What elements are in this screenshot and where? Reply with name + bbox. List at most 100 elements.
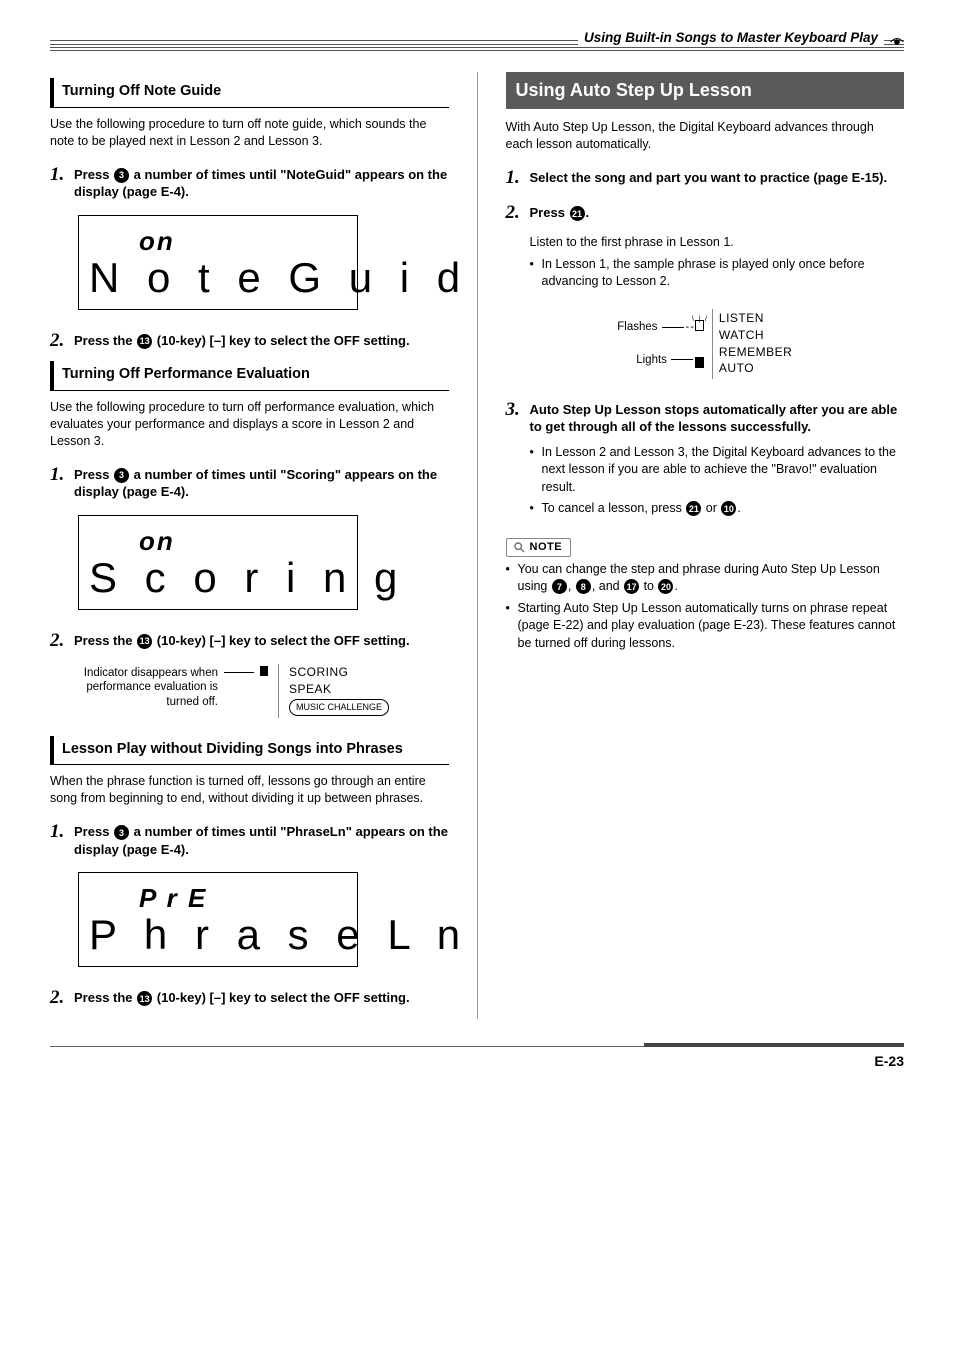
step-body: Press the 13 (10-key) [–] key to select … [74,328,449,354]
lcd-top-text: on [139,526,347,557]
label: WATCH [719,327,792,344]
page-header: Using Built-in Songs to Master Keyboard … [50,40,904,52]
button-ref-icon: 3 [114,168,129,183]
text: . [737,501,740,515]
button-ref-icon: 3 [114,825,129,840]
text: to [640,579,657,593]
step-2: 2. Press 21. [506,200,905,226]
right-column: Using Auto Step Up Lesson With Auto Step… [506,72,905,1019]
button-ref-icon: 21 [686,501,701,516]
text: . [586,205,590,220]
step-number: 1. [50,162,68,201]
lcd-main-text: N o t e G u i d [89,257,347,305]
bullet: To cancel a lesson, press 21 or 10. [530,500,905,518]
paragraph: Use the following procedure to turn off … [50,116,449,150]
step-1: 1. Press 3 a number of times until "Phra… [50,819,449,858]
button-ref-icon: 13 [137,334,152,349]
paragraph: Use the following procedure to turn off … [50,399,449,450]
leader-line [224,672,254,673]
chapter-title: Using Built-in Songs to Master Keyboard … [578,28,884,47]
text: or [702,501,720,515]
text: Press [74,467,113,482]
step-body: Press the 13 (10-key) [–] key to select … [74,628,449,654]
button-ref-icon: 8 [576,579,591,594]
step-1: 1. Press 3 a number of times until "Note… [50,162,449,201]
button-ref-icon: 13 [137,991,152,1006]
label-pill: MUSIC CHALLENGE [289,699,389,716]
button-ref-icon: 3 [114,468,129,483]
indicator-labels: SCORING SPEAK MUSIC CHALLENGE [289,664,389,717]
step-body: Select the song and part you want to pra… [530,165,905,191]
button-ref-icon: 17 [624,579,639,594]
leader-line [671,359,693,360]
step-body: Press 3 a number of times until "PhraseL… [74,819,449,858]
button-ref-icon: 21 [570,206,585,221]
bullet: You can change the step and phrase durin… [506,561,905,596]
diagram-left-labels: Flashes- - Lights [617,311,693,375]
divider [712,309,713,379]
step-1: 1. Press 3 a number of times until "Scor… [50,462,449,501]
left-column: Turning Off Note Guide Use the following… [50,72,449,1019]
button-ref-icon: 13 [137,634,152,649]
note-label: NOTE [506,538,572,557]
step-number: 1. [50,462,68,501]
sub-text: Listen to the first phrase in Lesson 1. [530,234,905,252]
step-number: 2. [506,200,524,226]
step-number: 2. [50,328,68,354]
label: LISTEN [719,310,792,327]
note-text: NOTE [530,541,563,553]
bullet: In Lesson 1, the sample phrase is played… [530,256,905,291]
text: a number of times until "PhraseLn" appea… [74,824,448,857]
divider [278,664,279,718]
label: AUTO [719,360,792,377]
step-number: 2. [50,985,68,1011]
text: To cancel a lesson, press [542,501,686,515]
notes-list: You can change the step and phrase durin… [506,561,905,653]
text: Press the [74,333,136,348]
text: Press the [74,633,136,648]
text: (10-key) [–] key to select the OFF setti… [153,990,409,1005]
lcd-top-text: on [139,226,347,257]
lesson-mode-diagram: Flashes- - Lights \|/ LISTEN WATCH REMEM… [560,309,850,379]
bullet: Starting Auto Step Up Lesson automatical… [506,600,905,653]
magnifier-icon [513,541,526,554]
label: Flashes [617,321,657,333]
lcd-display: on S c o r i n g [78,515,358,610]
step-2: 2. Press the 13 (10-key) [–] key to sele… [50,328,449,354]
text: Press [530,205,569,220]
page-number: E-23 [50,1053,904,1069]
lcd-main-text: S c o r i n g [89,557,347,605]
lcd-display: P r E P h r a s e L n [78,872,358,967]
text: , [568,579,575,593]
lcd-display: on N o t e G u i d [78,215,358,310]
subheading-lesson-play: Lesson Play without Dividing Songs into … [50,736,449,766]
text: (10-key) [–] key to select the OFF setti… [153,633,409,648]
text: Press [74,824,113,839]
step-2: 2. Press the 13 (10-key) [–] key to sele… [50,985,449,1011]
text: , and [592,579,623,593]
step-number: 1. [506,165,524,191]
step-body: Press the 13 (10-key) [–] key to select … [74,985,449,1011]
label: SPEAK [289,681,389,698]
page-footer: E-23 [50,1043,904,1069]
subheading-note-guide: Turning Off Note Guide [50,78,449,108]
leader-line [662,327,684,328]
step-1: 1. Select the song and part you want to … [506,165,905,191]
diagram-right-labels: LISTEN WATCH REMEMBER AUTO [719,310,792,377]
diagram-markers: \|/ [693,320,706,368]
column-divider [477,72,478,1019]
text: Press [74,167,113,182]
text: (10-key) [–] key to select the OFF setti… [153,333,409,348]
lit-marker-icon [695,357,704,368]
text: . [674,579,677,593]
subheading-performance-eval: Turning Off Performance Evaluation [50,361,449,391]
footer-divider [50,1043,904,1047]
step-3: 3. Auto Step Up Lesson stops automatical… [506,397,905,436]
bullet: In Lesson 2 and Lesson 3, the Digital Ke… [530,444,905,497]
flashing-marker-icon: \|/ [695,320,704,331]
lcd-top-text: P r E [139,883,347,914]
indicator-caption: Indicator disappears when performance ev… [78,664,218,711]
indicator-diagram: Indicator disappears when performance ev… [78,664,449,718]
step-body: Auto Step Up Lesson stops automatically … [530,397,905,436]
button-ref-icon: 7 [552,579,567,594]
